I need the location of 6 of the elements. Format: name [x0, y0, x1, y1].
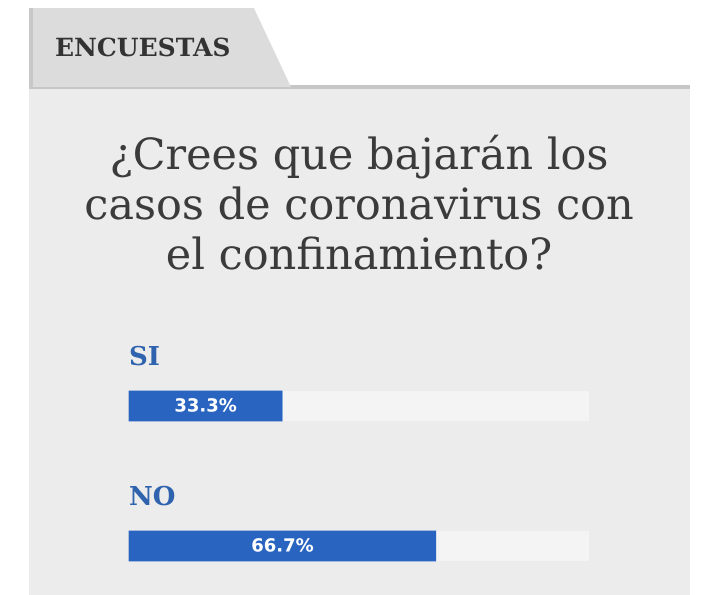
data-label: 33.3% [174, 396, 237, 417]
y-tick-label: NO [129, 482, 176, 512]
chart-title: ¿Crees que bajarán los casos de coronavirus con el confinamiento? [83, 130, 635, 280]
data-label: 66.7% [251, 536, 314, 557]
text: ENCUESTAS [29, 8, 291, 87]
y-tick-label: SI [129, 342, 160, 372]
